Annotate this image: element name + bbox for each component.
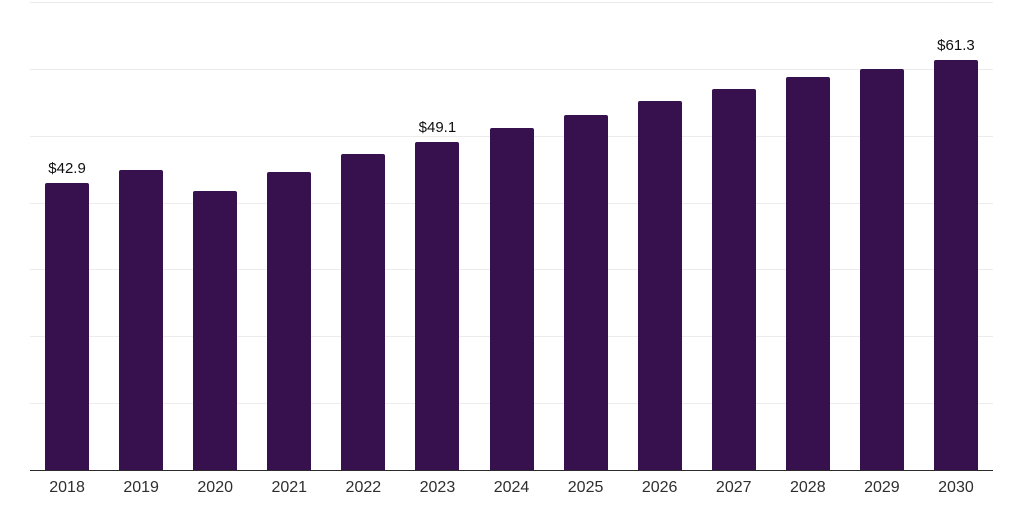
x-tick-label-2019: 2019 xyxy=(123,479,159,496)
gridline-70 xyxy=(30,2,993,3)
x-tick-label-2022: 2022 xyxy=(345,479,382,496)
plot-area: $42.9 $49.1 $61.3 xyxy=(30,2,993,471)
x-tick-label-2030: 2030 xyxy=(938,479,974,496)
x-tick-label-2021: 2021 xyxy=(271,479,308,496)
x-tick-label-2028: 2028 xyxy=(790,479,826,496)
x-tick-label-2029: 2029 xyxy=(864,479,900,496)
bar-2030 xyxy=(933,60,978,470)
x-tick-label-2026: 2026 xyxy=(641,479,678,496)
bar-2020 xyxy=(193,191,238,470)
bar-2026 xyxy=(637,100,682,470)
x-tick-label-2027: 2027 xyxy=(715,479,752,496)
bar-value-label-2018: $42.9 xyxy=(48,160,86,178)
bar-value-label-2030: $61.3 xyxy=(937,37,975,55)
bar-2021 xyxy=(267,171,312,470)
bar-2022 xyxy=(341,153,386,470)
gridline-60 xyxy=(30,68,993,70)
x-tick-label-2025: 2025 xyxy=(567,479,604,496)
x-tick-label-2018: 2018 xyxy=(49,479,85,496)
bar-2024 xyxy=(489,127,534,470)
bar-2025 xyxy=(563,115,608,470)
x-tick-label-2024: 2024 xyxy=(493,479,530,496)
bar-2023 xyxy=(415,141,460,470)
x-tick-label-2023: 2023 xyxy=(419,479,456,496)
bar-value-label-2023: $49.1 xyxy=(418,118,457,136)
bar-2027 xyxy=(711,88,756,470)
bar-2019 xyxy=(119,170,164,470)
bar-2029 xyxy=(859,68,904,470)
x-axis: 2018 2019 2020 2021 2022 2023 2024 2025 2026 2027… xyxy=(30,479,993,503)
bar-2028 xyxy=(785,76,830,470)
bar-2018 xyxy=(45,183,90,470)
x-tick-label-2020: 2020 xyxy=(197,479,233,496)
